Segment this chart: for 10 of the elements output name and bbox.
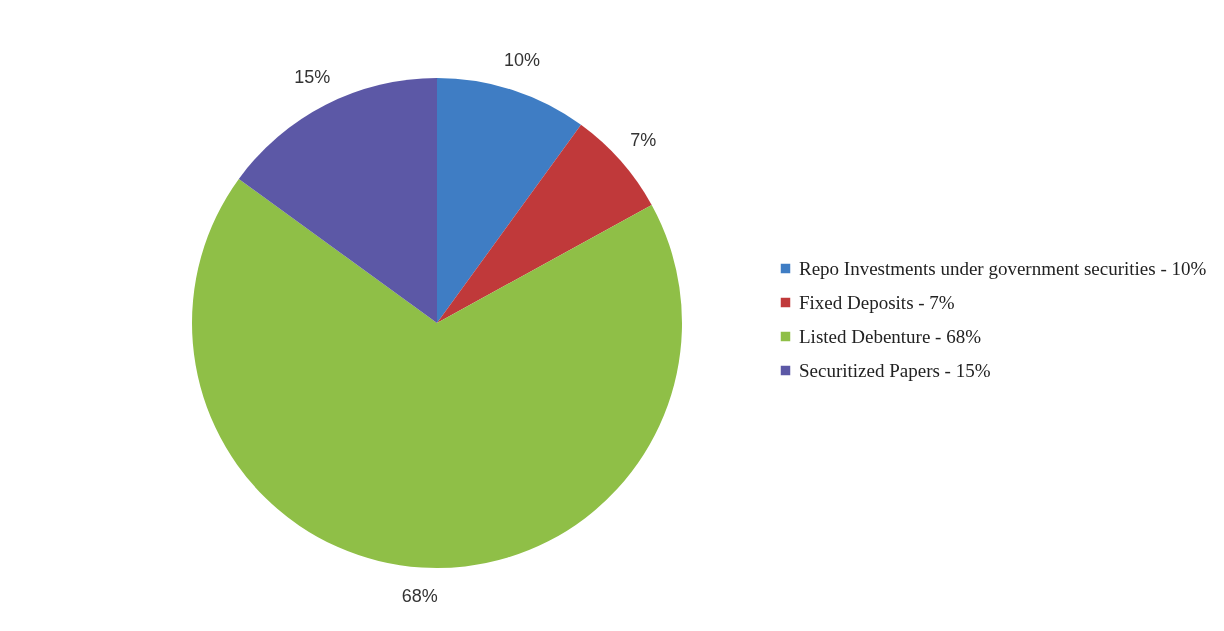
legend-label: Securitized Papers - 15%	[799, 359, 991, 381]
legend-label: Repo Investments under government securities - 10%	[799, 257, 1207, 279]
data-label: 68%	[401, 586, 438, 607]
data-label: 7%	[630, 130, 657, 151]
data-label: 15%	[294, 66, 331, 87]
data-label: 10%	[503, 50, 540, 71]
legend-label: Listed Debenture - 68%	[799, 325, 982, 347]
legend-label: Fixed Deposits - 7%	[799, 291, 955, 313]
pie-slice	[192, 178, 682, 568]
pie-slice	[437, 78, 582, 323]
